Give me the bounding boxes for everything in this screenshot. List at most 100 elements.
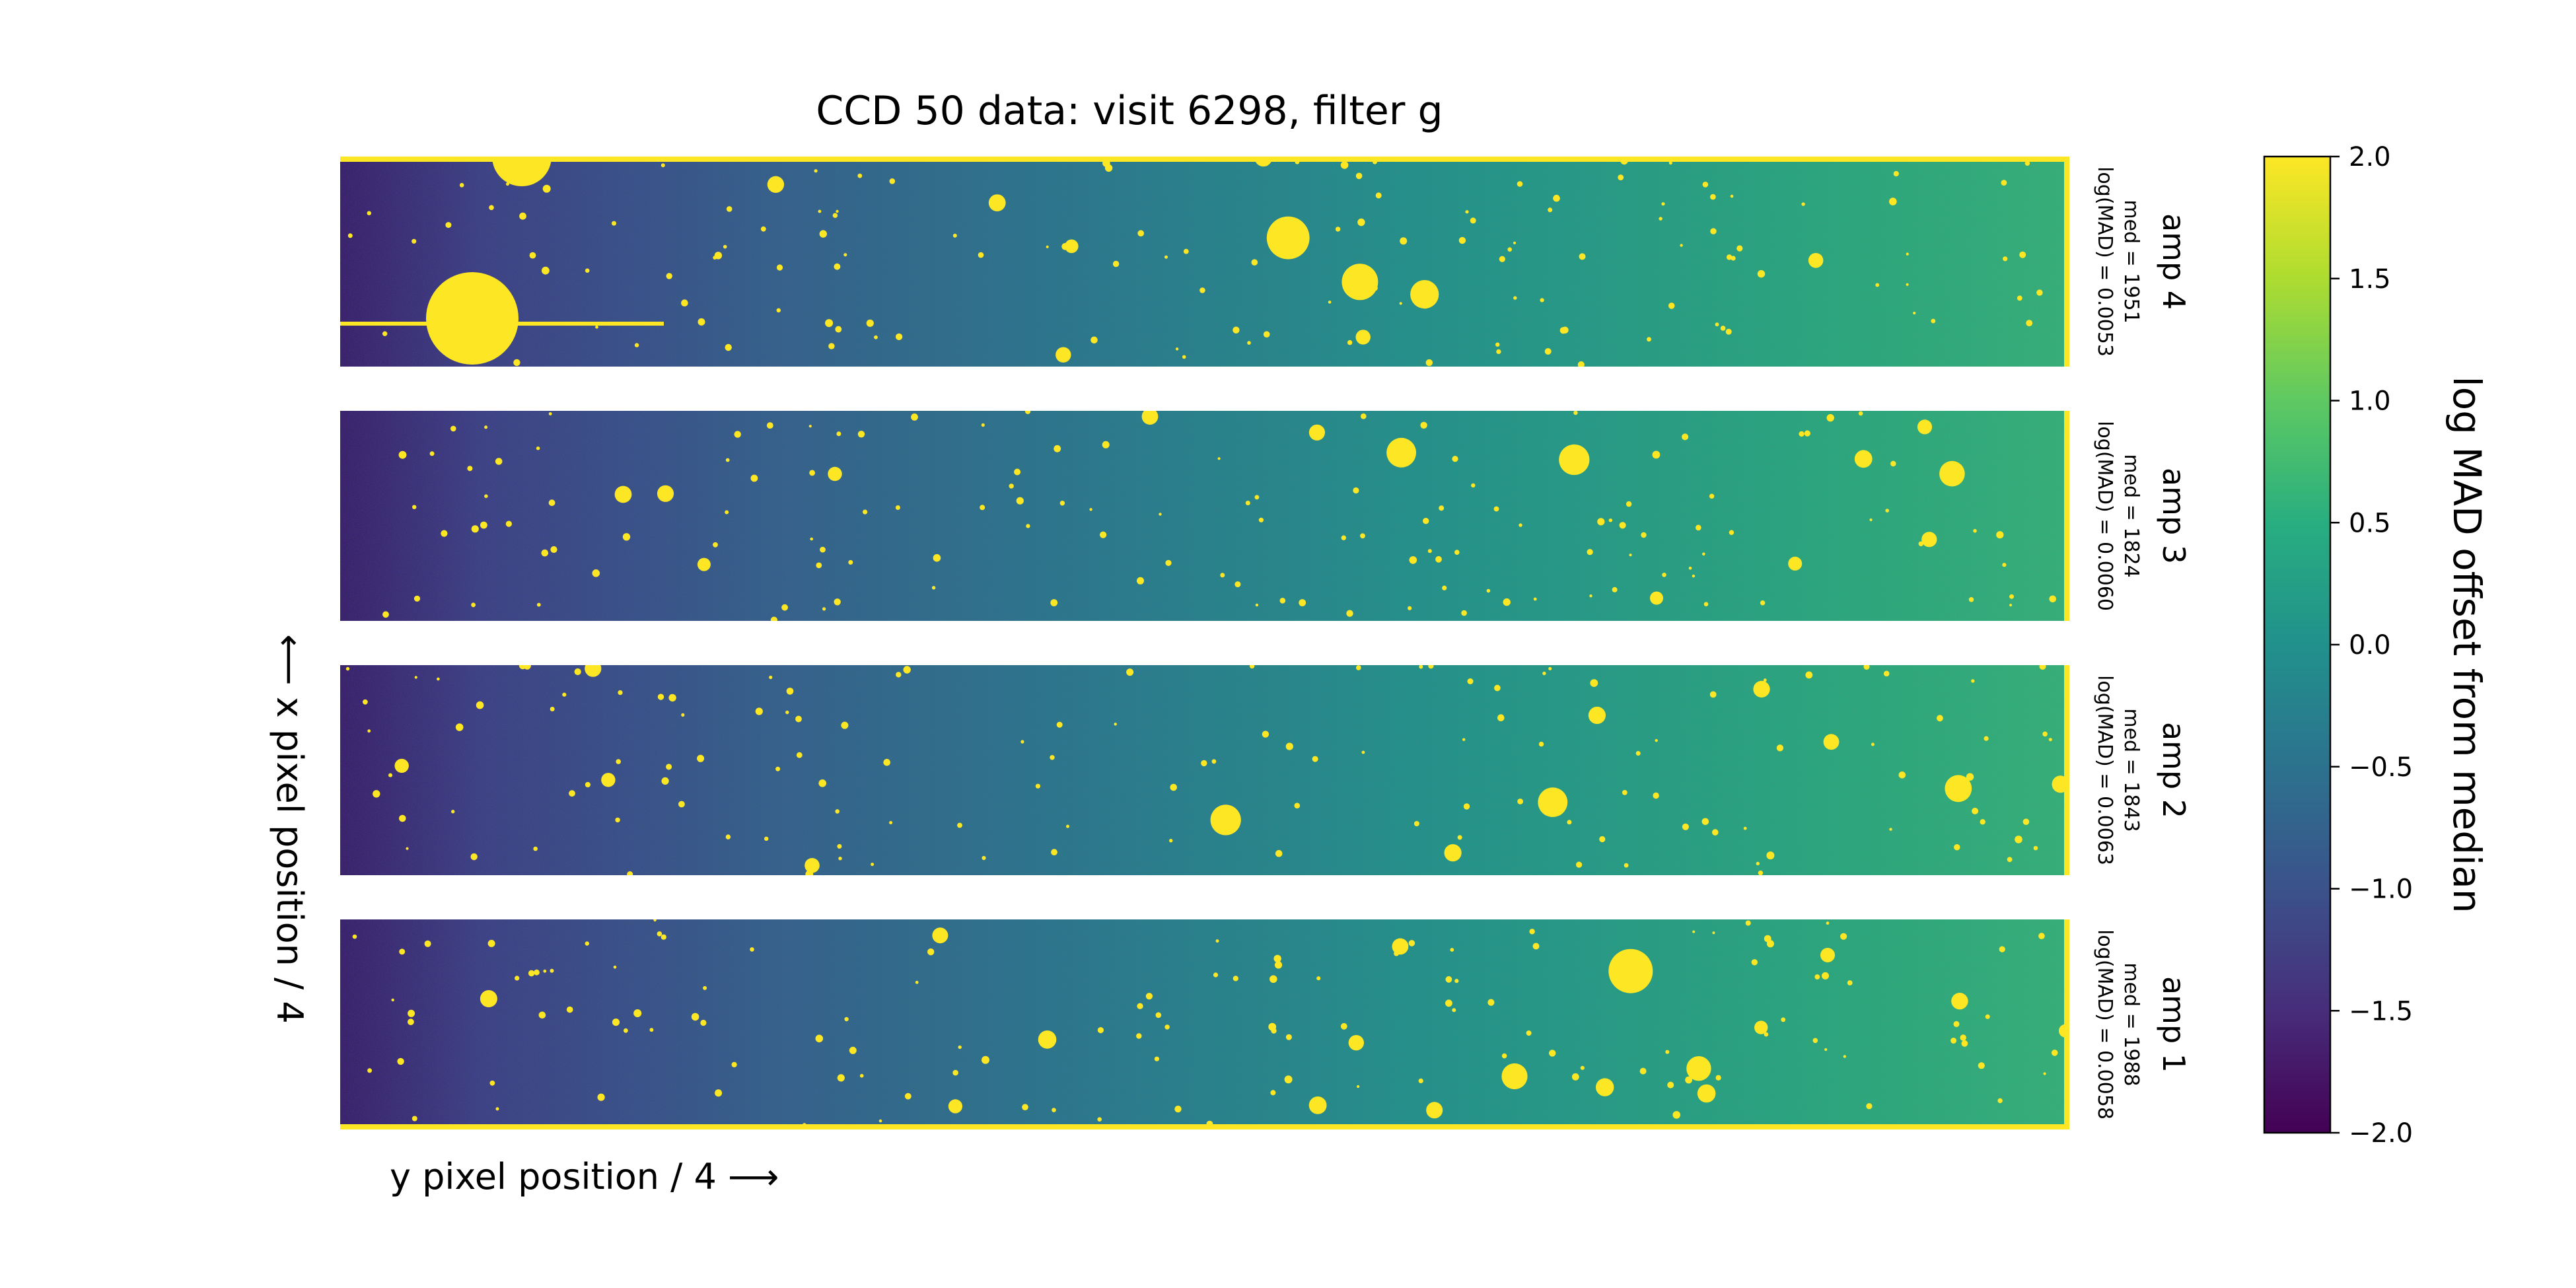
source-point xyxy=(412,505,417,509)
source-point xyxy=(562,692,567,697)
edge-row xyxy=(340,1124,2069,1129)
source-point xyxy=(1517,181,1523,187)
source-point xyxy=(1199,287,1205,293)
source-point xyxy=(1984,736,1989,741)
source-point xyxy=(1262,731,1270,738)
source-point xyxy=(2009,594,2014,599)
source-point xyxy=(1619,522,1626,529)
source-point xyxy=(1751,959,1758,966)
source-point xyxy=(627,871,633,875)
panel-med-label: med = 1951 xyxy=(2120,199,2143,323)
source-point xyxy=(542,184,551,193)
source-point xyxy=(1056,721,1063,728)
source-point xyxy=(633,1009,642,1017)
source-point xyxy=(1375,192,1382,199)
source-point xyxy=(1458,236,1466,244)
source-point xyxy=(1445,976,1452,983)
source-point xyxy=(550,546,557,554)
source-point xyxy=(382,331,388,336)
source-point xyxy=(2001,180,2007,186)
source-point xyxy=(398,450,407,459)
source-point xyxy=(585,665,602,677)
source-point xyxy=(1978,1062,1985,1069)
source-point xyxy=(1893,170,1899,177)
bright-star xyxy=(1210,805,1241,836)
source-point xyxy=(1808,253,1824,268)
source-point xyxy=(1745,920,1751,926)
source-point xyxy=(1869,518,1873,522)
source-point xyxy=(612,221,616,226)
source-point xyxy=(1710,228,1717,234)
source-point xyxy=(536,602,541,607)
source-point xyxy=(1050,599,1058,606)
source-point xyxy=(948,1099,962,1114)
source-point xyxy=(1055,347,1071,363)
source-point xyxy=(367,1068,373,1073)
source-point xyxy=(1439,505,1445,511)
source-point xyxy=(1026,524,1030,528)
panel-logmad-label: log(MAD) = 0.0053 xyxy=(2093,166,2116,357)
source-point xyxy=(760,226,766,232)
source-point xyxy=(1050,755,1055,760)
source-point xyxy=(1353,487,1359,494)
source-point xyxy=(980,505,985,511)
source-point xyxy=(489,205,494,211)
source-point xyxy=(519,212,526,220)
bright-star xyxy=(1266,216,1310,260)
source-point xyxy=(1588,706,1606,725)
source-point xyxy=(822,607,826,611)
source-point xyxy=(2039,665,2046,670)
source-point xyxy=(1126,668,1134,676)
source-point xyxy=(1444,844,1462,862)
panel-logmad-label: log(MAD) = 0.0060 xyxy=(2093,421,2116,611)
source-point xyxy=(1843,1055,1846,1058)
source-point xyxy=(1112,260,1120,268)
source-point xyxy=(666,273,672,279)
source-point xyxy=(927,948,935,956)
source-point xyxy=(441,530,448,537)
source-point xyxy=(1587,549,1593,555)
source-point xyxy=(1503,598,1511,606)
source-point xyxy=(1538,741,1544,747)
source-point xyxy=(1720,326,1726,331)
source-point xyxy=(1051,849,1057,856)
source-point xyxy=(363,699,368,705)
source-point xyxy=(1913,311,1916,315)
source-point xyxy=(836,209,839,213)
source-point xyxy=(1035,783,1040,789)
source-point xyxy=(1284,1075,1293,1084)
source-point xyxy=(1356,665,1361,670)
source-point xyxy=(408,1009,415,1017)
source-point xyxy=(541,549,549,557)
source-point xyxy=(414,676,417,679)
source-point xyxy=(1141,411,1159,425)
colorbar xyxy=(2263,155,2332,1134)
source-point xyxy=(1608,519,1612,522)
source-point xyxy=(1471,483,1476,488)
source-point xyxy=(513,359,520,367)
bright-star xyxy=(1686,1056,1711,1081)
source-point xyxy=(1655,738,1658,742)
source-point xyxy=(1776,744,1783,752)
source-point xyxy=(1418,1078,1423,1083)
source-point xyxy=(1624,863,1629,868)
source-point xyxy=(713,256,717,260)
bright-star xyxy=(1538,787,1568,817)
source-point xyxy=(1513,296,1517,300)
source-point xyxy=(1499,256,1505,262)
bright-star xyxy=(1386,437,1417,468)
panel-noise xyxy=(340,157,2069,367)
source-point xyxy=(1341,535,1347,540)
panel-4 xyxy=(340,919,2069,1129)
source-point xyxy=(1871,742,1875,746)
source-point xyxy=(1066,824,1069,828)
source-point xyxy=(1355,172,1363,180)
source-point xyxy=(1754,1020,1768,1034)
source-point xyxy=(1014,468,1021,476)
source-point xyxy=(1544,348,1552,355)
x-axis-label: y pixel position / 4 ⟶ xyxy=(390,1156,779,1198)
source-point xyxy=(1766,940,1774,948)
source-point xyxy=(597,1093,605,1101)
source-point xyxy=(394,758,409,773)
source-point xyxy=(437,677,440,681)
